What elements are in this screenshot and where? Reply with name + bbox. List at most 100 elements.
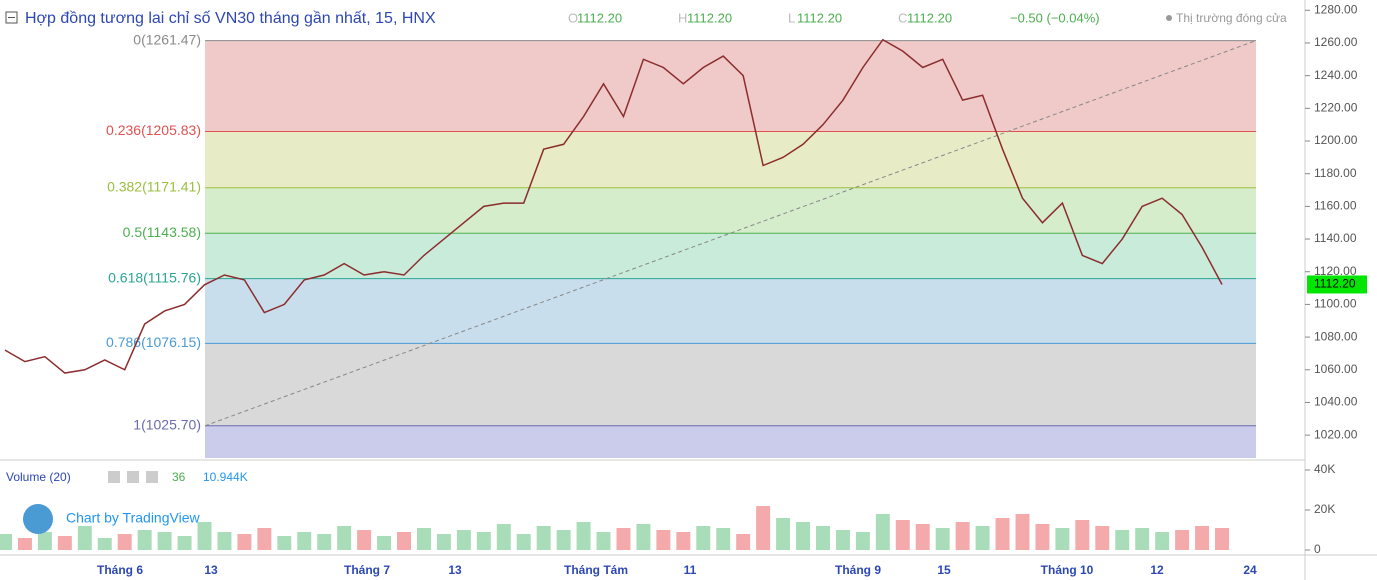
volume-count: 36 xyxy=(172,470,186,484)
fib-band xyxy=(205,131,1256,188)
ohlc-value: 1112.20 xyxy=(687,10,732,25)
volume-bar xyxy=(217,532,232,550)
x-tick-label: 12 xyxy=(1150,563,1164,577)
volume-bar xyxy=(137,530,152,550)
x-tick-label: Tháng 9 xyxy=(835,563,881,577)
x-tick-label: Tháng 7 xyxy=(344,563,390,577)
volume-bar xyxy=(656,530,671,550)
volume-bar xyxy=(37,532,52,550)
volume-bar xyxy=(616,528,631,550)
volume-bar xyxy=(1195,526,1210,550)
x-tick-label: 24 xyxy=(1243,563,1257,577)
x-tick-label: 13 xyxy=(448,563,462,577)
volume-bar xyxy=(237,534,252,550)
y-tick-label: 1080.00 xyxy=(1314,329,1358,343)
watermark: Chart by TradingView xyxy=(66,510,200,526)
status-dot xyxy=(1166,15,1172,21)
volume-bar xyxy=(456,530,471,550)
volume-bar xyxy=(197,522,212,550)
volume-bar xyxy=(97,538,112,550)
volume-bar xyxy=(975,526,990,550)
volume-bar xyxy=(357,530,372,550)
ohlc-key: O xyxy=(568,10,578,25)
volume-bar xyxy=(816,526,830,550)
volume-toolbar-icon[interactable] xyxy=(127,471,139,483)
volume-bar xyxy=(377,536,392,550)
change: −0.50 (−0.04%) xyxy=(1010,10,1100,25)
volume-bar xyxy=(1135,528,1150,550)
y-tick-label: 1120.00 xyxy=(1314,264,1357,278)
volume-last: 10.944K xyxy=(203,470,248,484)
ohlc-value: 1112.20 xyxy=(797,10,842,25)
volume-bar xyxy=(117,534,132,550)
fib-label: 0.786(1076.15) xyxy=(106,334,201,350)
volume-bar xyxy=(756,506,771,550)
volume-bar xyxy=(0,534,12,550)
x-tick-label: 11 xyxy=(684,563,697,577)
fib-label: 0.618(1115.76) xyxy=(108,269,201,285)
volume-tick-label: 40K xyxy=(1314,462,1335,476)
volume-bar xyxy=(1215,528,1229,550)
y-tick-label: 1100.00 xyxy=(1314,297,1357,311)
volume-bar xyxy=(317,534,332,550)
y-tick-label: 1200.00 xyxy=(1314,133,1358,147)
fib-band xyxy=(205,40,1256,132)
volume-bar xyxy=(297,532,312,550)
volume-bar xyxy=(895,520,910,550)
volume-bar xyxy=(875,514,890,550)
last-price-label: 1112.20 xyxy=(1314,277,1356,291)
volume-toolbar-icon[interactable] xyxy=(108,471,120,483)
fib-band xyxy=(205,233,1256,279)
volume-bar xyxy=(337,526,352,550)
volume-bar xyxy=(796,522,811,550)
volume-bar xyxy=(776,518,791,550)
volume-bar xyxy=(676,532,691,550)
fib-band xyxy=(205,343,1256,426)
trend-line xyxy=(204,40,1257,427)
fib-label: 0.382(1171.41) xyxy=(107,178,201,194)
y-tick-label: 1140.00 xyxy=(1314,231,1357,245)
last-price-badge xyxy=(1307,275,1367,294)
collapse-icon[interactable] xyxy=(5,11,18,24)
tradingview-logo xyxy=(23,504,53,534)
volume-bar xyxy=(576,522,591,550)
volume-bar xyxy=(1115,530,1130,550)
x-tick-label: 15 xyxy=(937,563,951,577)
volume-toolbar-icon[interactable] xyxy=(146,471,158,483)
fib-label: 0.5(1143.58) xyxy=(123,224,201,240)
volume-bar xyxy=(157,532,172,550)
volume-bar xyxy=(516,534,531,550)
y-tick-label: 1220.00 xyxy=(1314,101,1358,115)
y-tick-label: 1040.00 xyxy=(1314,395,1358,409)
market-status: Thị trường đóng cửa xyxy=(1176,11,1287,25)
volume-bar xyxy=(636,524,651,550)
fib-label: 1(1025.70) xyxy=(133,417,201,433)
volume-bar xyxy=(855,532,870,550)
x-tick-label: 13 xyxy=(204,563,218,577)
volume-label: Volume (20) xyxy=(6,470,71,484)
y-tick-label: 1060.00 xyxy=(1314,362,1358,376)
volume-bar xyxy=(1055,528,1070,550)
volume-bar xyxy=(177,536,192,550)
volume-bar xyxy=(955,522,970,550)
fib-band xyxy=(205,278,1256,344)
volume-bar xyxy=(596,532,611,550)
ohlc-value: 1112.20 xyxy=(577,10,622,25)
volume-bar xyxy=(1035,524,1050,550)
y-tick-label: 1280.00 xyxy=(1314,2,1358,16)
y-tick-label: 1180.00 xyxy=(1314,166,1357,180)
volume-bar xyxy=(1095,526,1110,550)
x-tick-label: Tháng 10 xyxy=(1041,563,1094,577)
volume-bar xyxy=(57,536,72,550)
volume-tick-label: 0 xyxy=(1314,542,1321,556)
y-tick-label: 1260.00 xyxy=(1314,35,1358,49)
volume-bar xyxy=(1155,532,1170,550)
fib-label: 0(1261.47) xyxy=(133,31,201,47)
volume-bar xyxy=(696,526,711,550)
volume-bar xyxy=(1015,514,1030,550)
volume-bar xyxy=(995,518,1010,550)
y-tick-label: 1240.00 xyxy=(1314,68,1358,82)
volume-bar xyxy=(416,528,431,550)
volume-bar xyxy=(436,534,451,550)
